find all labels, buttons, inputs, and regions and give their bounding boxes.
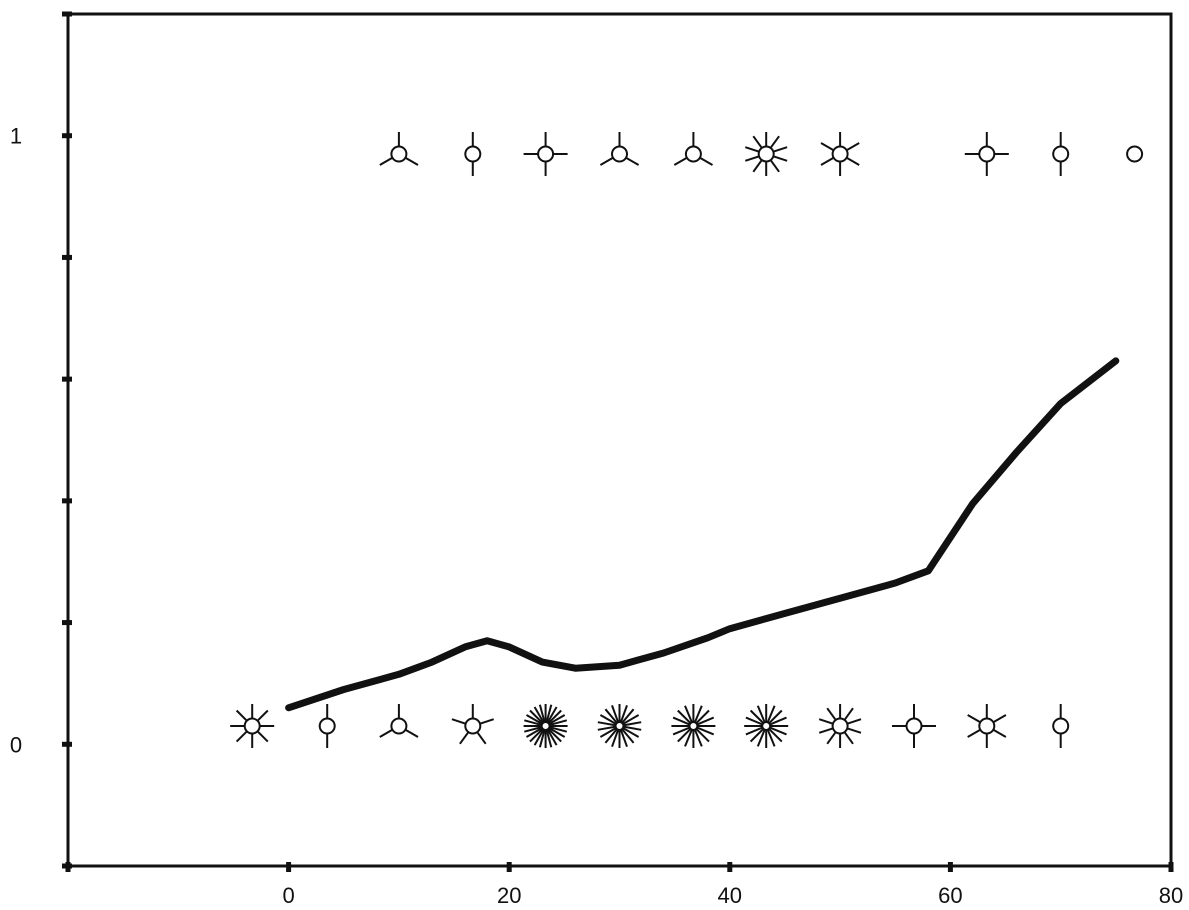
- sunflower-point: [379, 132, 419, 166]
- point-center: [757, 145, 775, 163]
- sunflower-point: [523, 703, 568, 749]
- point-center: [318, 717, 336, 735]
- point-center: [390, 145, 408, 163]
- sunflower-point: [523, 131, 568, 177]
- point-center: [684, 145, 702, 163]
- sunflower-point: [818, 704, 862, 748]
- sunflower-point: [1126, 145, 1144, 163]
- point-center: [978, 145, 996, 163]
- point-center: [243, 717, 261, 735]
- sunflower-point: [744, 703, 789, 749]
- sunflower-point: [464, 131, 482, 177]
- sunflower-point: [820, 132, 860, 176]
- point-center: [537, 145, 555, 163]
- point-center: [390, 717, 408, 735]
- x-tick-label: 60: [938, 883, 962, 908]
- sunflower-point: [744, 131, 788, 177]
- sunflower-point: [671, 703, 716, 749]
- y-tick-label: 1: [10, 124, 22, 149]
- sunflower-point: [673, 131, 714, 166]
- sunflower-point: [964, 131, 1009, 177]
- sunflower-point: [597, 704, 642, 748]
- sunflower-point: [230, 703, 275, 749]
- point-center: [464, 717, 482, 735]
- point-center: [464, 145, 482, 163]
- x-tick-label: 20: [497, 883, 521, 908]
- point-center: [540, 721, 551, 732]
- point-center: [614, 721, 625, 732]
- point-center: [611, 145, 628, 163]
- fit-line: [285, 357, 1120, 712]
- point-center: [1052, 145, 1070, 163]
- y-tick-label: 0: [10, 732, 22, 757]
- x-tick-label: 40: [718, 883, 742, 908]
- sunflower-points: [230, 131, 1144, 749]
- x-axis: 0 20 40 60 80: [65, 862, 1183, 908]
- sunflower-point: [451, 703, 495, 745]
- sunflower-point: [891, 703, 937, 749]
- point-center: [761, 721, 772, 732]
- point-center: [831, 717, 849, 735]
- point-center: [1126, 145, 1144, 163]
- point-center: [831, 145, 849, 163]
- plot-frame-group: [66, 12, 1173, 868]
- sunflower-point: [599, 132, 640, 166]
- sunflower-point: [967, 703, 1007, 749]
- point-center: [688, 721, 699, 732]
- point-center: [978, 717, 996, 735]
- sunflower-point: [379, 704, 419, 738]
- point-center: [905, 717, 923, 735]
- y-axis: 01: [10, 11, 72, 869]
- fit-line-group: [285, 357, 1120, 712]
- point-center: [1052, 717, 1070, 735]
- x-tick-label: 80: [1159, 883, 1183, 908]
- sunflower-point: [1052, 704, 1070, 748]
- sunflower-point: [1052, 132, 1070, 176]
- x-tick-label: 0: [282, 883, 294, 908]
- sunflower-point: [318, 703, 336, 749]
- plot-frame: [66, 12, 1173, 868]
